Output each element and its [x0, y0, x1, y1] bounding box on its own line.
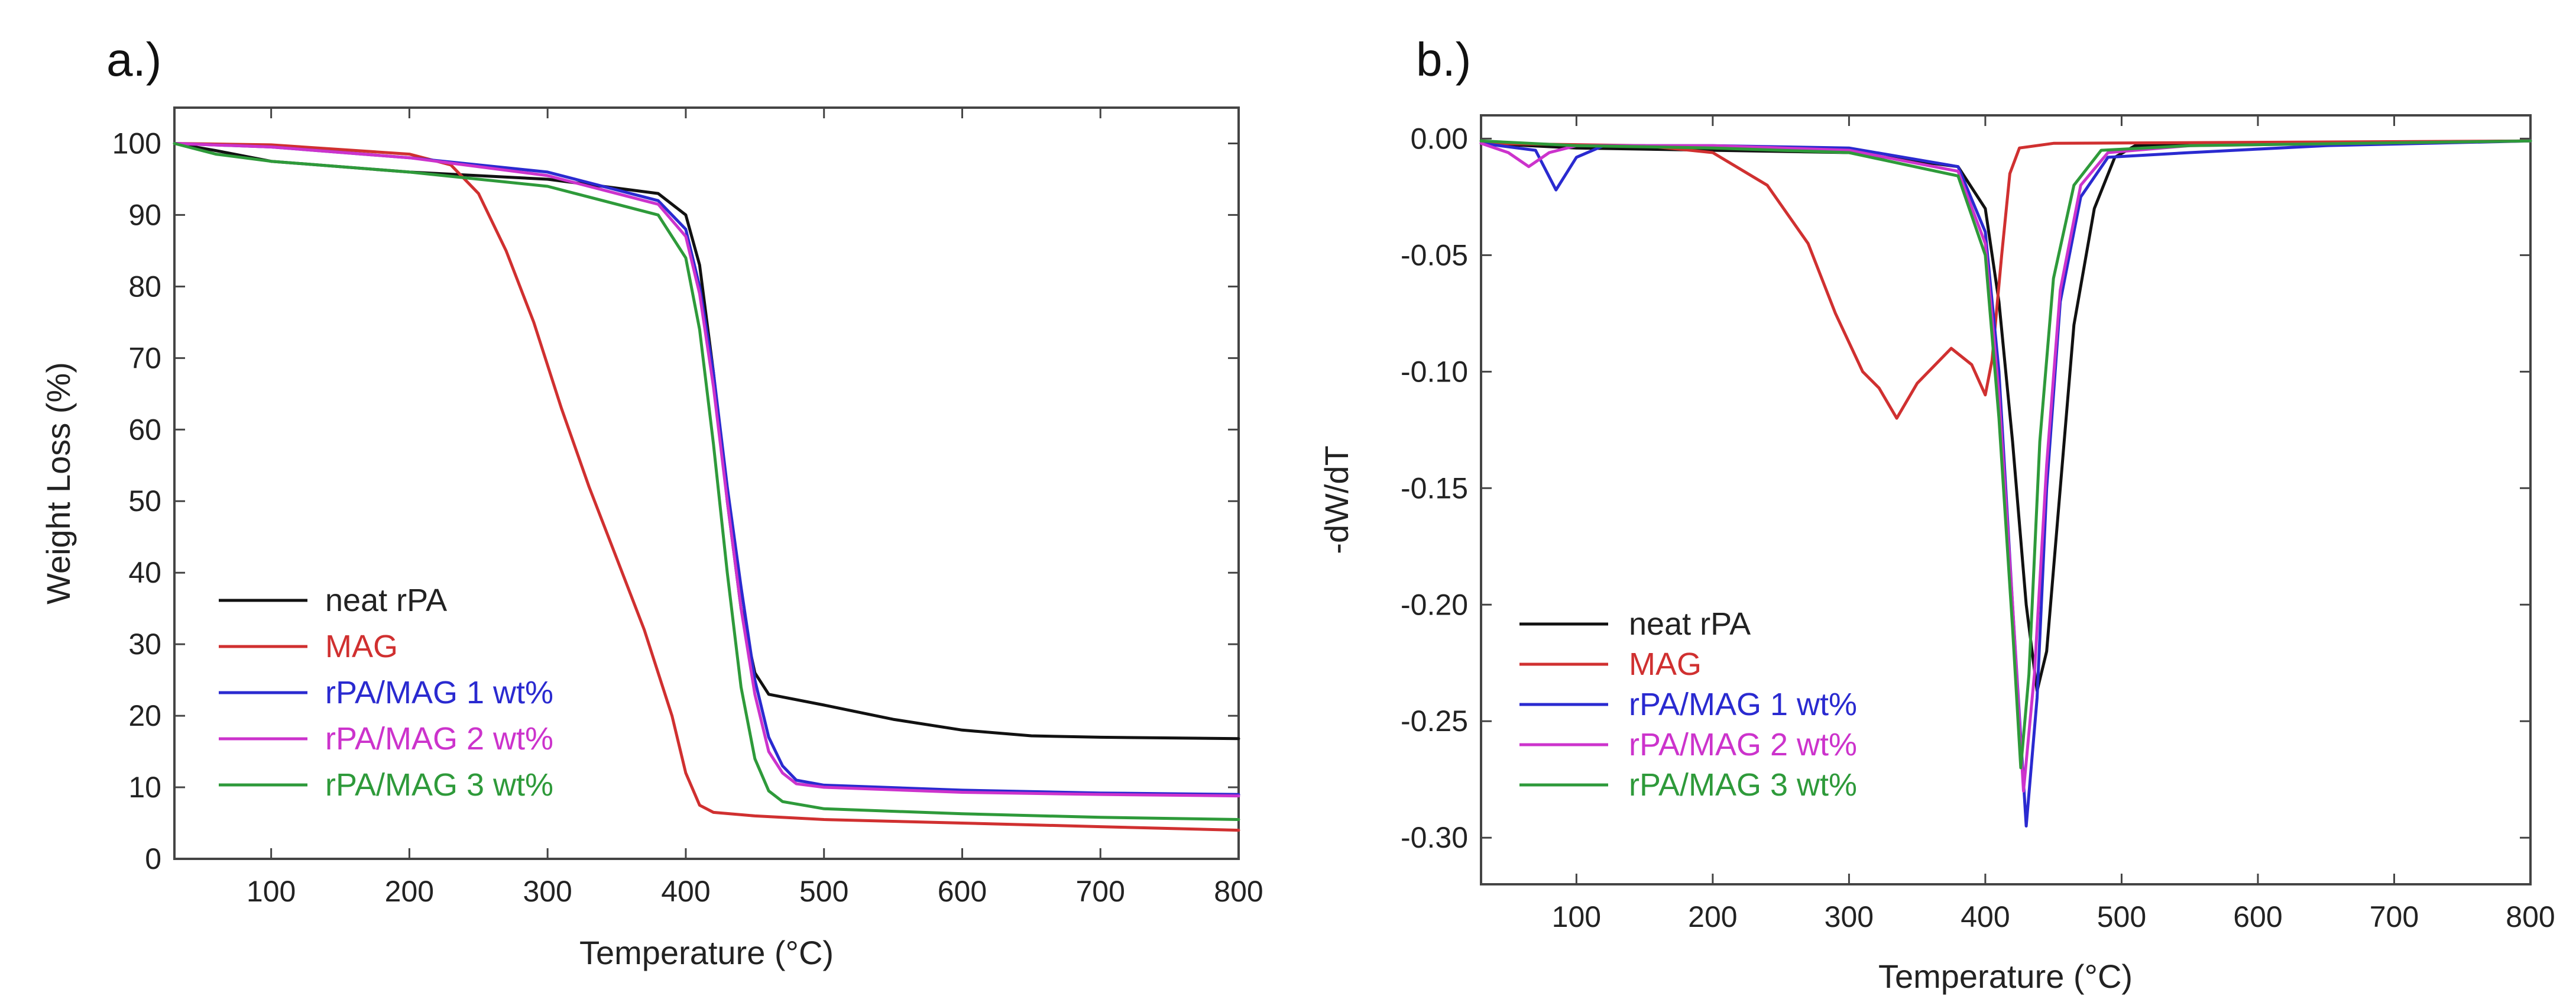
panel-a-legend-label-0: neat rPA	[325, 583, 447, 618]
panel-b-y-axis-title: -dW/dT	[1318, 445, 1355, 554]
panel-a-ticks: 100 200 300 400 500 600 700 800 0 10 20 30 40 50 60 70 8…	[112, 108, 1263, 908]
panel-a-y-tick-label: 90	[128, 198, 161, 231]
panel-a-y-tick-label: 20	[128, 699, 161, 732]
panel-b-y-tick-label: -0.10	[1401, 355, 1468, 388]
panel-a-x-axis-title: Temperature (°C)	[579, 934, 834, 971]
panel-b-x-tick-label: 100	[1552, 900, 1601, 933]
panel-b: b.) 100 200 300 400 500 600 700 800 0.00 -0.05 -0.…	[1318, 33, 2555, 995]
panel-b-legend: neat rPA MAG rPA/MAG 1 wt% rPA/MAG 2 wt% rPA…	[1519, 606, 1857, 803]
panel-b-label: b.)	[1416, 33, 1471, 86]
panel-a-y-tick-label: 10	[128, 771, 161, 804]
panel-a-series-line-2	[173, 142, 1240, 796]
panel-a-legend: neat rPA MAG rPA/MAG 1 wt% rPA/MAG 2 wt% rPA…	[219, 583, 553, 803]
panel-a-y-axis-title: Weight Loss (%)	[40, 362, 77, 605]
panel-a-series-line-1	[173, 142, 1240, 832]
panel-b-series-line-1	[1479, 139, 2532, 420]
panel-a-y-tick-label: 0	[145, 842, 161, 875]
panel-b-y-tick-label: -0.15	[1401, 471, 1468, 505]
panel-a: a.) 100 200 300 400 500 600 700 800 0 10 20 30 40 50 6…	[40, 33, 1263, 971]
panel-b-y-tick-label: -0.20	[1401, 588, 1468, 621]
panel-a-y-tick-label: 50	[128, 484, 161, 518]
panel-a-y-tick-label: 40	[128, 556, 161, 589]
panel-b-x-tick-label: 500	[2097, 900, 2146, 933]
panel-b-ticks: 100 200 300 400 500 600 700 800 0.00 -0.05 -0.10 -0…	[1401, 115, 2555, 933]
panel-a-series-line-3	[173, 142, 1240, 798]
panel-b-x-axis-title: Temperature (°C)	[1878, 958, 2133, 995]
panel-a-series-line-4	[173, 142, 1240, 821]
panel-a-x-tick-label: 200	[385, 875, 434, 908]
panel-b-x-tick-label: 200	[1688, 900, 1737, 933]
panel-b-x-tick-label: 300	[1825, 900, 1874, 933]
panel-b-y-tick-label: -0.05	[1401, 238, 1468, 271]
panel-b-y-tick-label: -0.30	[1401, 821, 1468, 854]
panel-a-y-tick-label: 80	[128, 270, 161, 303]
panel-b-y-tick-label: 0.00	[1411, 122, 1468, 155]
panel-a-label: a.)	[106, 33, 161, 86]
panel-a-series	[173, 142, 1240, 832]
panel-a-x-tick-label: 600	[938, 875, 987, 908]
panel-b-legend-label-3: rPA/MAG 2 wt%	[1629, 727, 1857, 762]
panel-a-plot-frame	[173, 106, 1240, 860]
panel-b-series	[1479, 139, 2532, 828]
panel-a-y-tick-label: 30	[128, 628, 161, 661]
panel-b-x-tick-label: 800	[2506, 900, 2555, 933]
panel-b-x-tick-label: 700	[2370, 900, 2419, 933]
panel-a-y-tick-label: 70	[128, 341, 161, 374]
panel-a-legend-label-3: rPA/MAG 2 wt%	[325, 721, 553, 757]
panel-a-x-tick-label: 400	[661, 875, 710, 908]
panel-a-x-tick-label: 100	[247, 875, 296, 908]
panel-b-legend-label-1: MAG	[1629, 647, 1702, 682]
panel-b-y-tick-label: -0.25	[1401, 704, 1468, 738]
panel-a-legend-label-1: MAG	[325, 629, 398, 664]
panel-b-plot-frame	[1480, 114, 2532, 885]
panel-b-series-line-3	[1479, 139, 2532, 793]
panel-b-legend-label-4: rPA/MAG 3 wt%	[1629, 767, 1857, 803]
panel-a-x-tick-label: 300	[523, 875, 572, 908]
panel-a-y-tick-label: 100	[112, 127, 161, 160]
panel-b-x-tick-label: 400	[1961, 900, 2010, 933]
panel-b-legend-label-2: rPA/MAG 1 wt%	[1629, 687, 1857, 722]
panel-a-x-tick-label: 800	[1214, 875, 1263, 908]
panel-a-x-tick-label: 700	[1076, 875, 1125, 908]
panel-b-x-tick-label: 600	[2233, 900, 2282, 933]
panel-a-legend-label-2: rPA/MAG 1 wt%	[325, 675, 553, 710]
panel-b-series-line-4	[1479, 139, 2532, 770]
panel-a-legend-label-4: rPA/MAG 3 wt%	[325, 767, 553, 803]
panel-a-y-tick-label: 60	[128, 413, 161, 446]
panel-b-legend-label-0: neat rPA	[1629, 606, 1751, 642]
panel-a-x-tick-label: 500	[799, 875, 848, 908]
